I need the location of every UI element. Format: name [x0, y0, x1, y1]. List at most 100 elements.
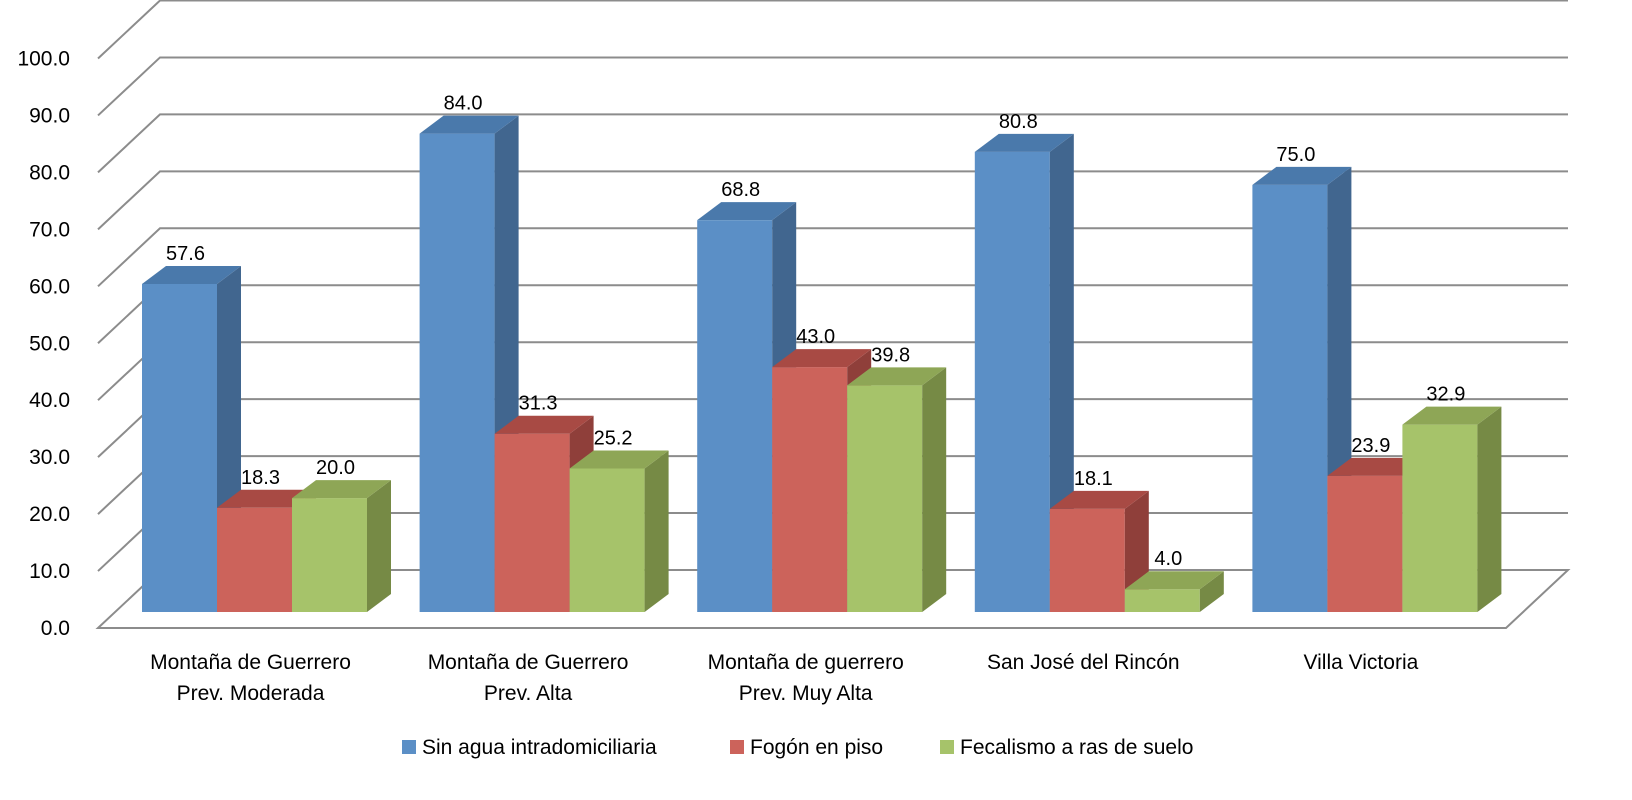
bar-front	[1402, 424, 1478, 612]
data-label: 80.8	[999, 111, 1038, 133]
bar-front	[419, 133, 495, 612]
data-label: 4.0	[1154, 548, 1182, 570]
gridline	[97, 227, 1568, 288]
bar-top	[569, 450, 669, 469]
y-tick-label: 50.0	[29, 332, 70, 355]
bar	[847, 367, 947, 612]
x-tick-label-line: Prev. Muy Alta	[739, 682, 873, 705]
bar	[569, 450, 669, 612]
x-tick-label-line: Montaña de Guerrero	[428, 651, 629, 674]
data-label: 68.8	[721, 179, 760, 201]
bar-side	[922, 367, 947, 612]
bar-front	[142, 283, 217, 612]
bar	[974, 133, 1074, 612]
x-tick-label: Montaña de Guerrero Prev. Moderada	[150, 651, 351, 705]
y-tick-label: 10.0	[29, 560, 70, 583]
y-tick-label: 40.0	[29, 389, 70, 412]
legend-label: Fogón en piso	[750, 736, 883, 759]
bar-front	[772, 367, 848, 612]
x-tick-label-line: Prev. Alta	[484, 682, 573, 705]
data-label: 32.9	[1426, 384, 1465, 406]
bar-top	[142, 265, 241, 284]
bar-top	[1402, 406, 1502, 425]
data-label: 18.1	[1074, 468, 1113, 490]
bar-front	[569, 468, 645, 612]
bar-top	[292, 480, 391, 499]
data-label: 75.0	[1276, 144, 1315, 166]
bar-top	[847, 367, 947, 386]
data-label: 57.6	[166, 243, 205, 265]
bar-front	[494, 433, 570, 612]
gridline	[97, 0, 1568, 60]
legend-label: Fecalismo a ras de suelo	[960, 736, 1193, 759]
bar-top	[1049, 490, 1149, 509]
bar-side	[367, 480, 391, 612]
y-tick-label: 100.0	[17, 48, 70, 71]
bar-side	[1049, 133, 1074, 612]
bar-top	[419, 115, 519, 134]
data-label: 20.0	[316, 457, 355, 479]
x-tick-label: Montaña de Guerrero Prev. Alta	[428, 651, 629, 705]
data-labels: 57.6 18.3 20.0 84.0 31.3 25.2 68.8 43.0 39.8 80.8…	[166, 93, 1465, 571]
bar-top	[1124, 571, 1224, 590]
y-tick-label: 70.0	[29, 218, 70, 241]
bars	[142, 115, 1502, 613]
x-tick-label-line: Prev. Moderada	[177, 682, 325, 705]
bar-front	[1049, 508, 1125, 612]
y-tick-label: 30.0	[29, 446, 70, 469]
bar-front	[1124, 589, 1200, 612]
legend: Sin agua intradomiciliaria Fogón en piso F…	[402, 736, 1193, 759]
legend-swatch	[402, 740, 416, 754]
gridline	[97, 170, 1568, 231]
floor	[95, 569, 1571, 629]
bar	[142, 265, 241, 612]
bar-top	[697, 202, 797, 221]
gridline	[97, 56, 1568, 117]
data-label: 18.3	[241, 467, 280, 489]
x-tick-label-line: Montaña de Guerrero	[150, 651, 351, 674]
legend-item: Sin agua intradomiciliaria	[402, 736, 657, 759]
bar-front	[1252, 184, 1328, 612]
bar-side	[1477, 406, 1502, 612]
bar-side	[1199, 571, 1224, 612]
legend-swatch	[730, 740, 744, 754]
legend-item: Fogón en piso	[730, 736, 883, 759]
bar-top	[974, 133, 1074, 152]
y-tick-label: 80.0	[29, 161, 70, 184]
x-axis-labels: Montaña de Guerrero Prev. ModeradaMontaña…	[150, 651, 1419, 705]
bar-front	[217, 507, 292, 612]
x-tick-label: Villa Victoria	[1304, 651, 1419, 674]
x-tick-label: Montaña de guerrero Prev. Muy Alta	[708, 651, 904, 705]
gridline	[97, 113, 1568, 174]
bar	[292, 480, 391, 612]
y-tick-label: 0.0	[41, 617, 70, 640]
bar-top	[1327, 457, 1427, 476]
bar-front	[697, 220, 773, 612]
bar-top	[494, 415, 594, 434]
bar-front	[974, 151, 1050, 612]
bar-top	[1252, 166, 1352, 185]
data-label: 39.8	[871, 344, 910, 366]
bar	[1402, 406, 1502, 612]
y-tick-label: 20.0	[29, 503, 70, 526]
data-label: 31.3	[519, 393, 558, 415]
legend-swatch	[940, 740, 954, 754]
bar-front	[847, 385, 923, 612]
bar-top	[772, 349, 872, 368]
legend-item: Fecalismo a ras de suelo	[940, 736, 1193, 759]
x-tick-label-line: Villa Victoria	[1304, 651, 1419, 674]
y-tick-label: 90.0	[29, 104, 70, 127]
y-tick-label: 60.0	[29, 275, 70, 298]
x-tick-label: San José del Rincón	[987, 651, 1180, 674]
data-label: 23.9	[1351, 435, 1390, 457]
bar-front	[292, 498, 367, 612]
bar-side	[644, 450, 669, 612]
data-label: 25.2	[594, 427, 633, 449]
bar	[1124, 571, 1224, 612]
x-tick-label-line: San José del Rincón	[987, 651, 1180, 674]
data-label: 84.0	[444, 93, 483, 115]
data-label: 43.0	[796, 326, 835, 348]
legend-label: Sin agua intradomiciliaria	[422, 736, 657, 759]
